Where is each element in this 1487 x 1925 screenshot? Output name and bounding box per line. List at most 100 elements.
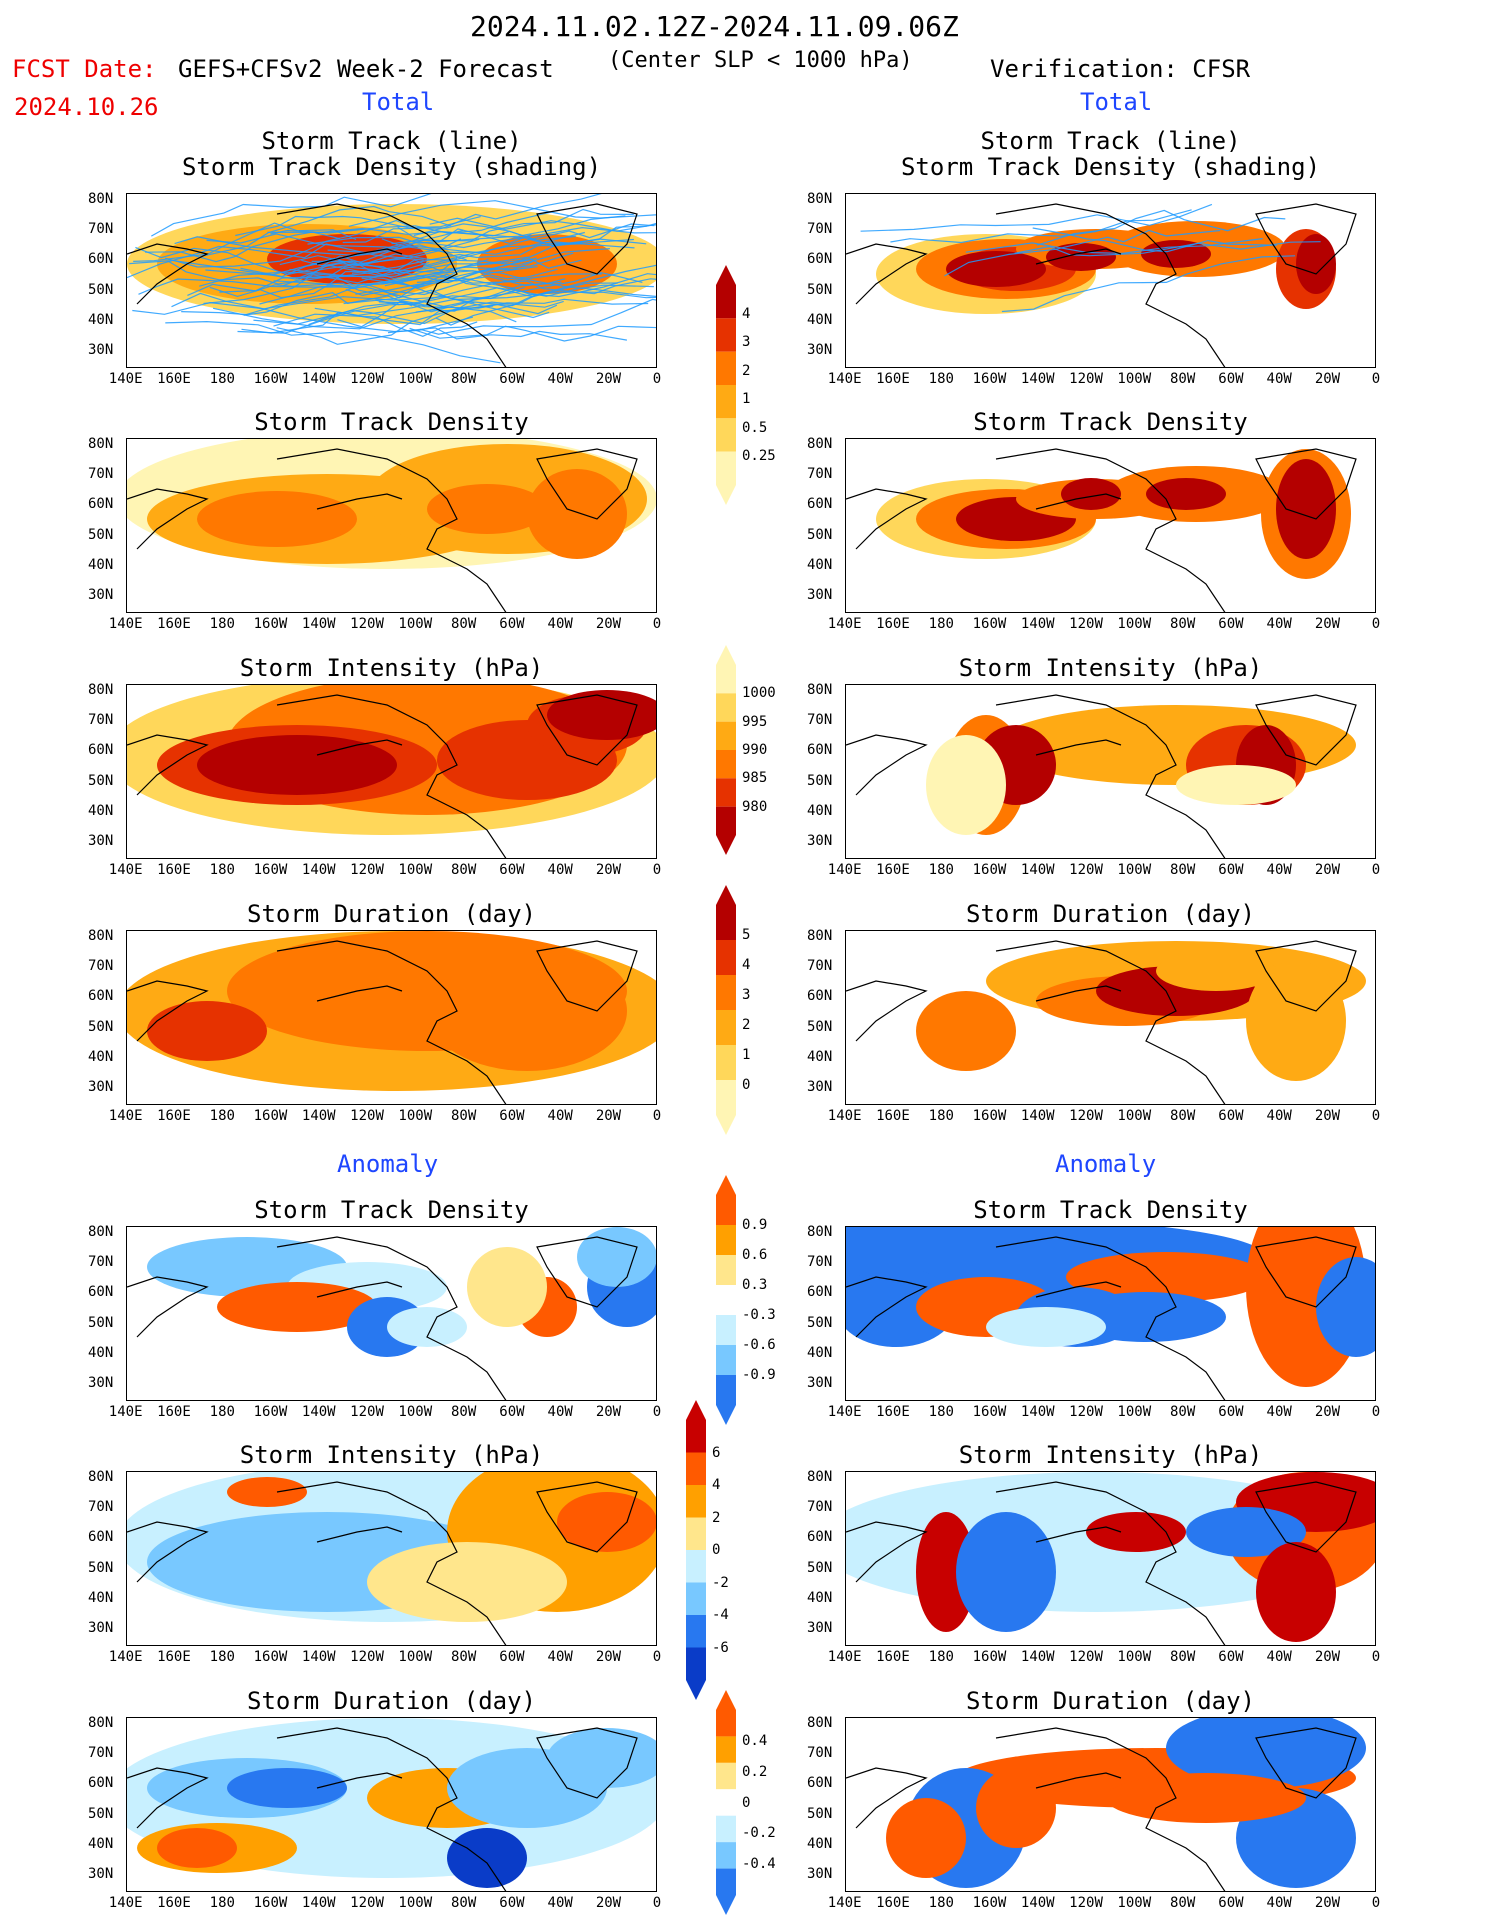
colorbar-segment <box>716 1868 736 1895</box>
lat-tick-label: 70N <box>88 958 114 975</box>
colorbar-arrow-top <box>716 1690 736 1710</box>
storm-track-line <box>253 303 558 325</box>
lat-tick-label: 40N <box>88 311 114 328</box>
colorbar-label: 0.6 <box>742 1247 768 1263</box>
lon-tick-label: 140E <box>108 862 143 878</box>
storm-track-line <box>200 205 451 258</box>
lon-tick-label: 140W <box>1020 616 1055 632</box>
lon-tick-label: 180 <box>209 1649 235 1665</box>
field-blob <box>427 484 547 534</box>
lat-tick-label: 70N <box>88 1745 114 1762</box>
colorbar-segment <box>686 1452 706 1485</box>
lon-tick-label: 80W <box>1170 1108 1196 1124</box>
lon-tick-label: 80W <box>1170 616 1196 632</box>
field-blob <box>197 735 397 795</box>
field-blob <box>227 1768 347 1808</box>
lon-tick-label: 0 <box>652 1404 662 1420</box>
lon-tick-label: 140E <box>827 1404 862 1420</box>
lon-tick-label: 140E <box>108 616 143 632</box>
lat-tick-label: 50N <box>88 1314 114 1331</box>
lat-tick-label: 60N <box>88 251 114 268</box>
coastline-greenland <box>1255 940 1357 1012</box>
lon-tick-label: 160E <box>876 1108 910 1124</box>
panel-title: Storm Track (line) <box>261 127 522 155</box>
storm-track-line <box>165 320 501 364</box>
colorbar-label: -0.9 <box>742 1367 776 1383</box>
colorbar-intensity-total <box>716 645 736 855</box>
lon-tick-label: 80W <box>451 1895 477 1911</box>
lon-tick-label: 40W <box>547 371 573 387</box>
colorbar-segment <box>716 1345 736 1375</box>
lon-tick-label: 100W <box>1117 1649 1152 1665</box>
map-panel-density-verification <box>845 438 1376 613</box>
lon-tick-label: 140E <box>108 371 143 387</box>
lat-tick-label: 80N <box>807 1715 833 1732</box>
lon-tick-label: 60W <box>499 616 525 632</box>
colorbar-segment <box>716 750 736 779</box>
lat-tick-label: 30N <box>807 341 833 358</box>
coastline-greenland <box>1255 694 1357 766</box>
field-blob <box>1146 478 1226 510</box>
colorbar-label: 1 <box>742 391 751 408</box>
storm-track-line <box>307 215 626 245</box>
lat-tick-label: 50N <box>807 1018 833 1035</box>
storm-track-line <box>181 292 413 316</box>
storm-track-line <box>314 291 656 316</box>
colorbar-label: 0.2 <box>742 1763 768 1780</box>
storm-track-line <box>944 229 1221 277</box>
panel-title: Storm Intensity (hPa) <box>239 1441 544 1469</box>
lon-tick-label: 180 <box>209 371 235 387</box>
storm-track-line <box>133 222 357 262</box>
lat-tick-label: 50N <box>88 1018 114 1035</box>
storm-track-line <box>391 208 634 245</box>
coastline-north-america <box>995 448 1226 612</box>
colorbar-segment <box>716 905 736 940</box>
lon-tick-label: 180 <box>928 1895 954 1911</box>
lon-tick-label: 120W <box>1069 371 1103 387</box>
lon-tick-label: 140E <box>108 1108 143 1124</box>
colorbar-segment <box>686 1647 706 1680</box>
panel-title: Storm Duration (day) <box>247 1687 536 1715</box>
lon-tick-label: 120W <box>350 1404 384 1420</box>
lon-tick-label: 20W <box>595 1895 622 1911</box>
lat-tick-label: 40N <box>88 556 114 573</box>
lon-tick-label: 40W <box>547 616 573 632</box>
storm-track-line <box>174 236 480 257</box>
lat-tick-label: 80N <box>807 1224 833 1241</box>
storm-track-line <box>890 209 1192 244</box>
field-blob <box>916 1512 976 1632</box>
field-blob <box>886 1798 966 1878</box>
colorbar-arrow-bottom <box>716 835 736 855</box>
lat-tick-label: 60N <box>88 1775 114 1792</box>
lat-tick-label: 30N <box>807 832 833 849</box>
lon-tick-label: 180 <box>928 371 954 387</box>
lon-tick-label: 0 <box>652 862 662 878</box>
lon-tick-label: 20W <box>1314 1649 1341 1665</box>
section-anomaly-left: Anomaly <box>337 1150 439 1178</box>
lat-tick-label: 60N <box>88 1284 114 1301</box>
coastline-north-america <box>995 203 1226 367</box>
lat-tick-label: 60N <box>807 988 833 1005</box>
lat-tick-label: 70N <box>807 712 833 729</box>
lon-tick-label: 40W <box>547 862 573 878</box>
lon-tick-label: 180 <box>209 1108 235 1124</box>
lon-tick-label: 140E <box>827 1108 862 1124</box>
lon-tick-label: 100W <box>1117 1108 1152 1124</box>
lon-tick-label: 180 <box>209 616 235 632</box>
storm-track-line <box>409 325 656 342</box>
colorbar-segment <box>716 721 736 750</box>
field-blob <box>367 1542 567 1622</box>
lat-tick-label: 30N <box>88 341 114 358</box>
field-blob <box>1156 951 1276 991</box>
lon-tick-label: 60W <box>499 1649 525 1665</box>
colorbar-density-total <box>716 265 736 505</box>
lat-tick-label: 30N <box>807 1374 833 1391</box>
colorbar-label: -0.3 <box>742 1307 776 1323</box>
colorbar-segment <box>716 1710 736 1737</box>
lat-tick-label: 30N <box>88 586 114 603</box>
storm-track-line <box>429 217 656 232</box>
coastline-greenland <box>1255 1481 1357 1553</box>
lon-tick-label: 140E <box>108 1649 143 1665</box>
colorbar-segment <box>716 385 736 419</box>
map-panel-intensity-forecast <box>126 684 657 859</box>
